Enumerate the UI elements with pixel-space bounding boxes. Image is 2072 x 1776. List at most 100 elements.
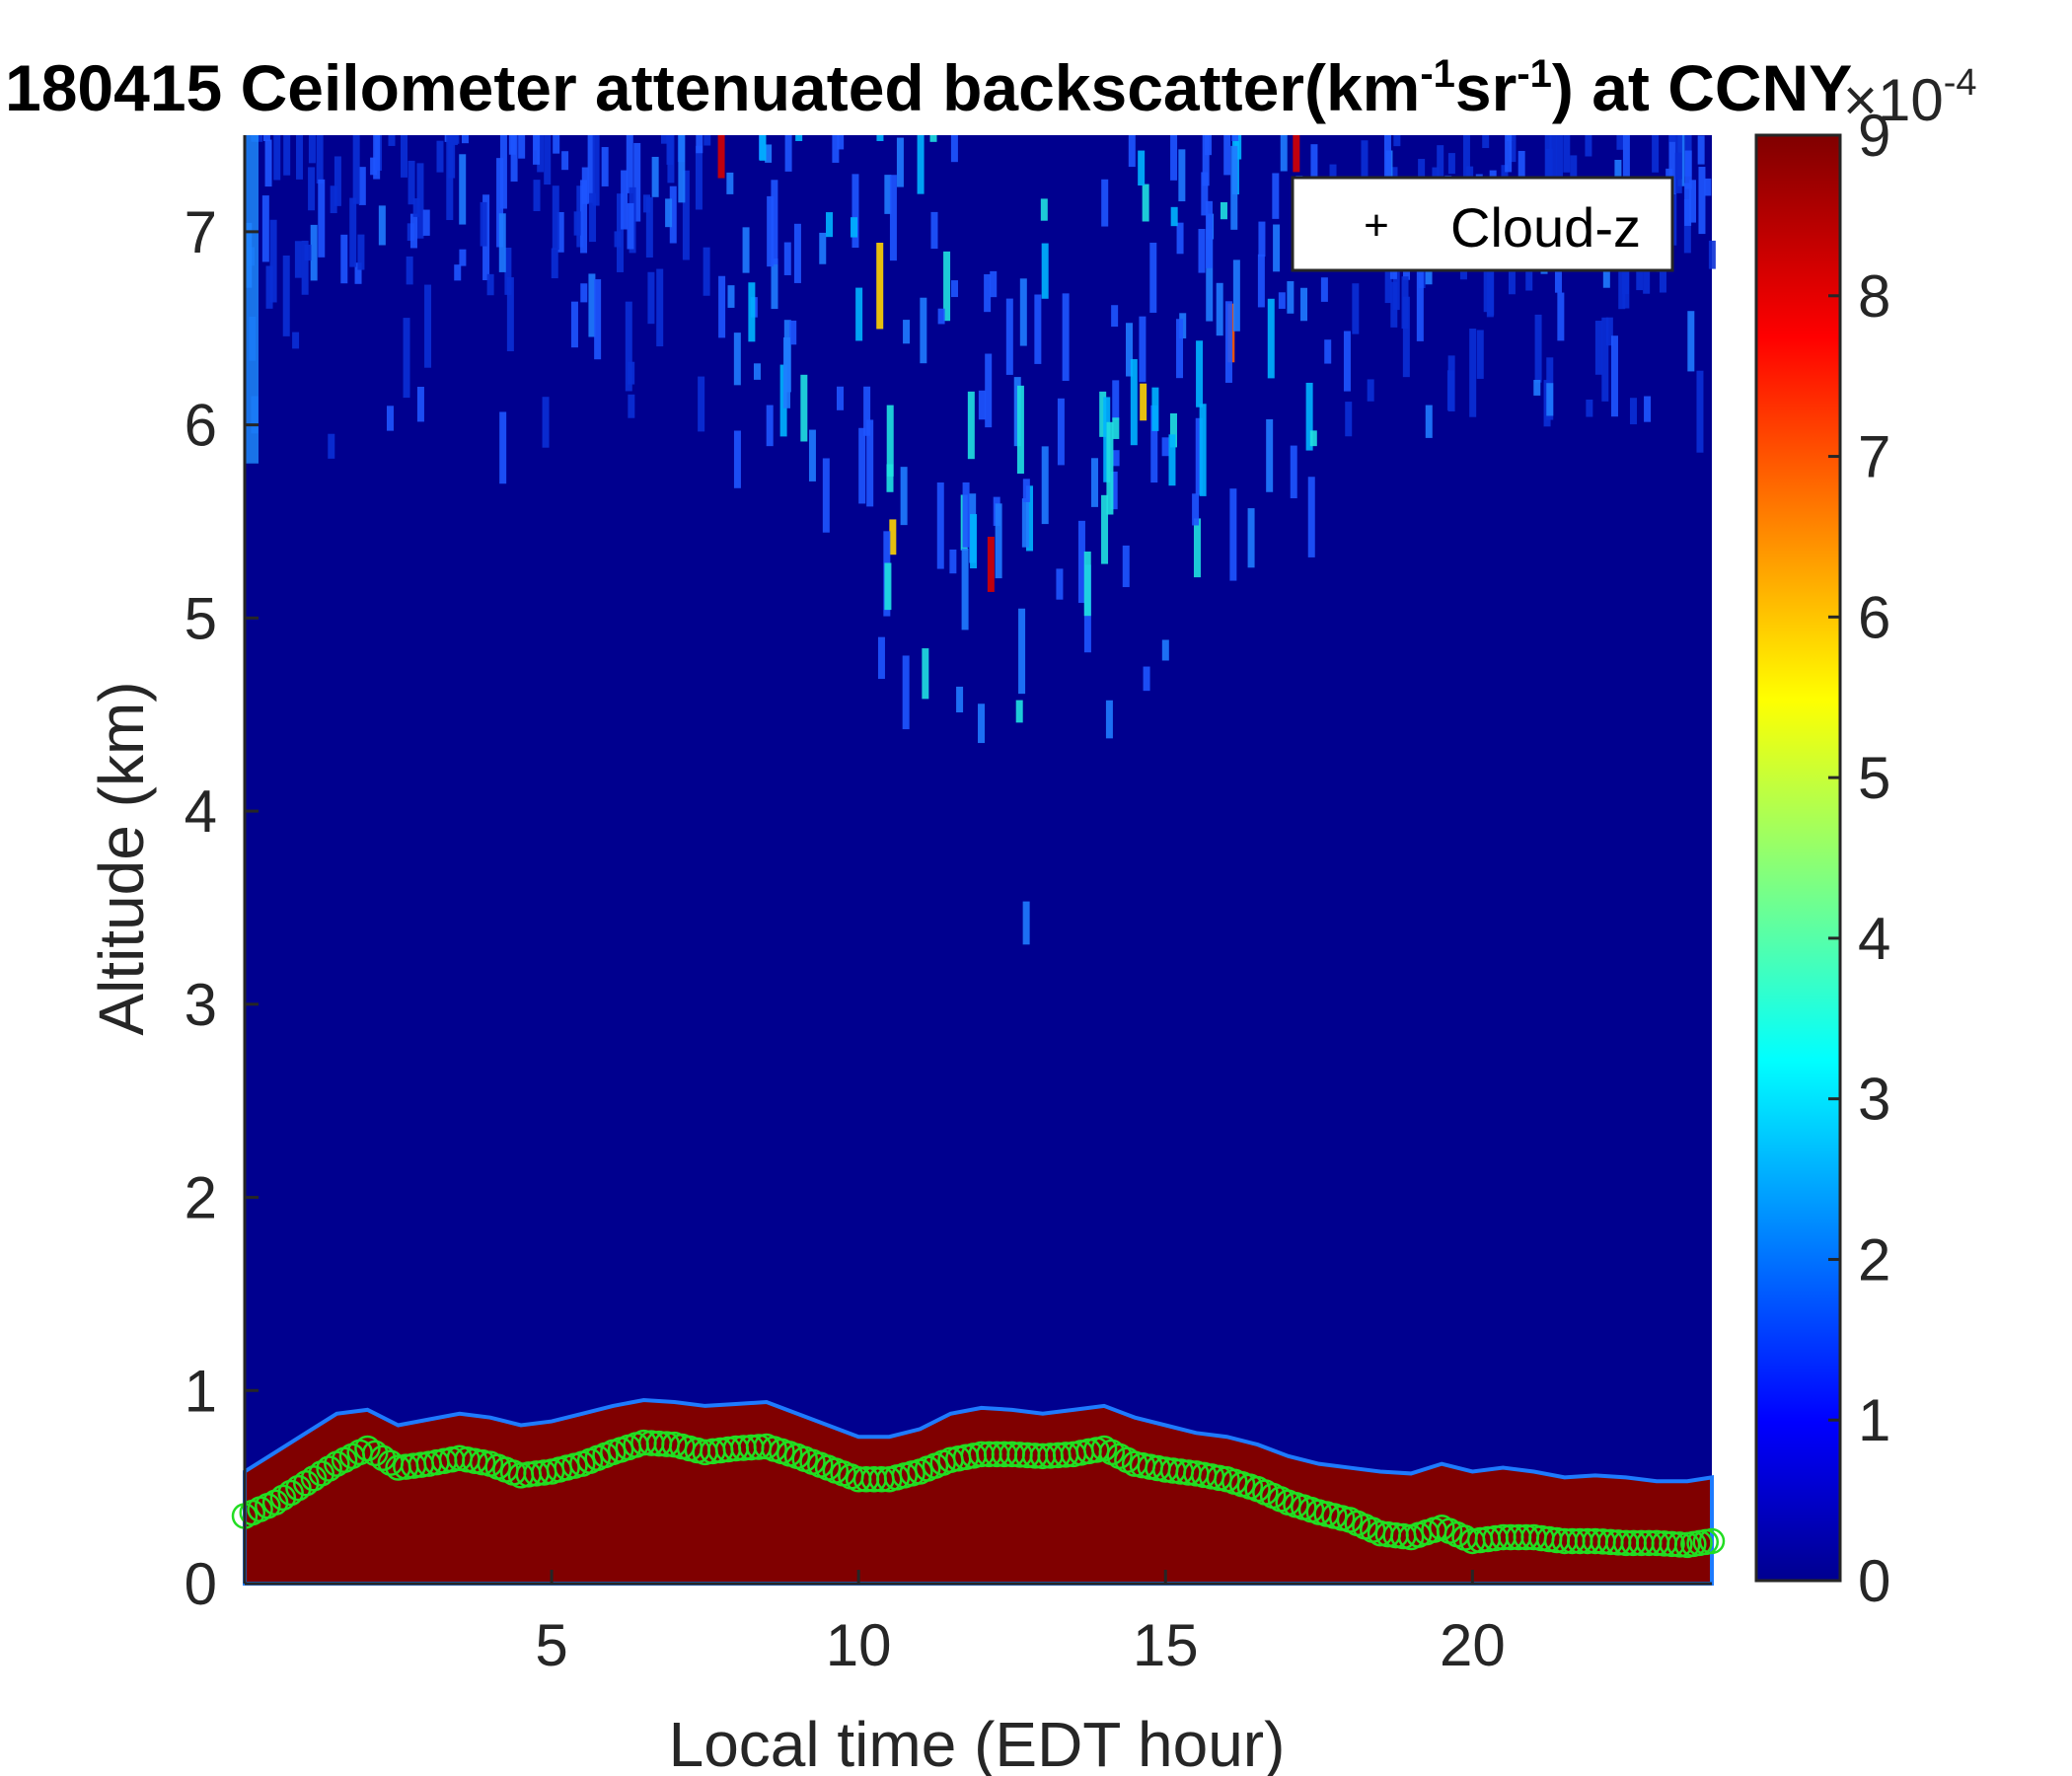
backscatter-streak xyxy=(1605,317,1613,346)
x-tick-label: 20 xyxy=(1440,1612,1506,1678)
backscatter-streak xyxy=(587,135,595,203)
backscatter-streak xyxy=(1056,568,1064,600)
backscatter-streak xyxy=(256,135,263,142)
backscatter-streak xyxy=(537,135,545,173)
backscatter-streak xyxy=(357,234,365,270)
cloud-z-marker xyxy=(308,1460,335,1487)
backscatter-streak xyxy=(669,185,677,244)
backscatter-streak xyxy=(1698,167,1706,235)
backscatter-streak xyxy=(793,223,801,283)
backscatter-streak xyxy=(1300,287,1308,322)
backscatter-streak xyxy=(1234,135,1242,160)
backscatter-streak xyxy=(651,156,659,197)
axes: 0 1 2 3 4 5 6 7 5 10 15 20 xyxy=(185,135,1712,1678)
backscatter-streak xyxy=(1110,471,1118,510)
backscatter-streak xyxy=(352,135,360,204)
colorbar-tick-label: 1 xyxy=(1858,1387,1890,1453)
backscatter-streak xyxy=(1644,396,1652,422)
x-tick-label: 5 xyxy=(535,1612,567,1678)
backscatter-streak xyxy=(264,139,272,187)
backscatter-streak xyxy=(1168,434,1176,486)
backscatter-streak xyxy=(459,154,467,225)
backscatter-streak xyxy=(412,198,420,217)
backscatter-streak xyxy=(294,241,302,278)
backscatter-streak xyxy=(273,135,281,181)
backscatter-streak xyxy=(1320,277,1328,302)
backscatter-streak xyxy=(1469,329,1477,417)
backscatter-streak xyxy=(1555,135,1563,178)
backscatter-streak xyxy=(1199,404,1207,496)
backscatter-streak xyxy=(1643,253,1651,294)
backscatter-background xyxy=(245,135,1712,1584)
legend-label-cloud-z: Cloud-z xyxy=(1450,196,1641,259)
backscatter-streak xyxy=(1041,243,1049,299)
backscatter-streak xyxy=(1476,330,1484,379)
colorbar-tick-label: 3 xyxy=(1858,1067,1890,1133)
backscatter-streak xyxy=(1130,359,1138,446)
cloud-z-marker xyxy=(1659,1530,1685,1558)
backscatter-streak xyxy=(1247,508,1255,568)
backscatter-streak xyxy=(995,503,1002,579)
backscatter-streak xyxy=(373,135,381,180)
backscatter-streak xyxy=(261,195,269,262)
backscatter-streak xyxy=(678,135,686,203)
backscatter-streak xyxy=(1178,149,1186,202)
backscatter-streak xyxy=(1307,477,1315,557)
backscatter-streak xyxy=(660,135,668,144)
plot-area xyxy=(231,135,1726,1586)
backscatter-streak xyxy=(703,135,711,146)
backscatter-streak xyxy=(1393,135,1401,147)
backscatter-streak xyxy=(1170,206,1178,227)
backscatter-streak xyxy=(1138,150,1146,186)
backscatter-streak xyxy=(1257,254,1265,308)
backscatter-streak xyxy=(592,135,600,206)
backscatter-streak xyxy=(403,318,410,399)
x-tick-label: 15 xyxy=(1133,1612,1199,1678)
y-tick-label: 2 xyxy=(185,1165,217,1231)
backscatter-streak xyxy=(1305,382,1313,451)
y-tick-label: 4 xyxy=(185,778,217,845)
backscatter-streak xyxy=(889,175,897,261)
backscatter-streak xyxy=(1040,198,1048,221)
backscatter-streak xyxy=(1195,417,1203,495)
backscatter-streak xyxy=(454,264,462,281)
backscatter-streak xyxy=(1689,180,1697,223)
cloud-z-marker xyxy=(269,1484,297,1512)
backscatter-streak xyxy=(401,135,408,178)
backscatter-streak xyxy=(1101,494,1109,564)
backscatter-streak xyxy=(726,172,734,194)
backscatter-streak xyxy=(961,548,969,630)
chart-title: 180415 Ceilometer attenuated backscatter… xyxy=(5,51,1852,124)
backscatter-streak xyxy=(388,135,396,146)
cloud-z-marker xyxy=(1666,1531,1693,1558)
backscatter-streak xyxy=(917,135,925,194)
backscatter-streak xyxy=(1016,385,1024,475)
backscatter-streak xyxy=(416,387,424,422)
backscatter-streak xyxy=(553,135,560,154)
backscatter-streak xyxy=(784,135,792,172)
backscatter-streak xyxy=(1018,608,1026,695)
colorbar-tick-label: 5 xyxy=(1858,745,1890,811)
backscatter-streak xyxy=(1139,316,1147,383)
backscatter-streak xyxy=(1343,331,1351,392)
backscatter-streak xyxy=(1258,221,1266,258)
backscatter-streak xyxy=(1684,183,1692,226)
backscatter-streak xyxy=(499,411,507,484)
backscatter-streak xyxy=(1106,421,1114,515)
backscatter-streak xyxy=(832,135,840,163)
backscatter-streak xyxy=(1361,140,1369,208)
backscatter-streak xyxy=(1683,198,1691,254)
backscatter-streak xyxy=(1062,293,1070,381)
cloud-z-marker xyxy=(1698,1527,1726,1555)
backscatter-streak xyxy=(626,135,633,193)
backscatter-streak xyxy=(826,212,834,238)
backscatter-streak xyxy=(1544,135,1552,183)
backscatter-streak xyxy=(1293,135,1300,173)
backscatter-streak xyxy=(789,320,797,345)
backscatter-streak xyxy=(627,202,634,250)
backscatter-streak xyxy=(1416,259,1424,341)
colorbar-tick-label: 7 xyxy=(1858,424,1890,490)
backscatter-streak xyxy=(1169,412,1177,448)
backscatter-streak xyxy=(504,247,512,295)
backscatter-streak xyxy=(422,209,430,236)
